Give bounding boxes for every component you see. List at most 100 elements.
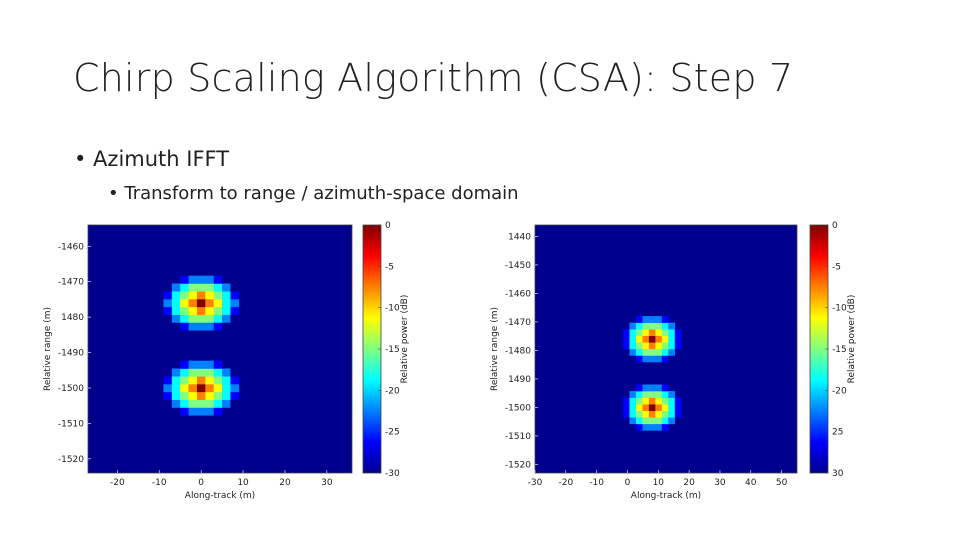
heatmap-cell	[655, 322, 663, 330]
heatmap-cell	[213, 306, 223, 315]
y-axis-label: Relative range (m)	[490, 307, 500, 391]
y-tick-label: 1480	[61, 313, 84, 323]
heatmap-cell	[230, 391, 240, 400]
colorbar-label: Relative power (dB)	[400, 295, 410, 384]
heatmap-cell	[205, 399, 215, 408]
heatmap-cell	[655, 404, 663, 412]
heatmap-cell	[623, 410, 630, 418]
heatmap-cell	[635, 410, 643, 418]
heatmap-cell	[629, 348, 637, 356]
heatmap-cell	[668, 322, 676, 330]
heatmap-cell	[648, 348, 656, 356]
plot-area	[88, 225, 352, 473]
heatmap-cell	[635, 342, 643, 350]
heatmap-cell	[205, 384, 215, 393]
heatmap-cell	[205, 314, 215, 323]
x-tick-label: -30	[528, 478, 543, 488]
heatmap-cell	[180, 275, 189, 284]
heatmap-cell	[163, 306, 173, 315]
heatmap-cell	[629, 329, 637, 337]
x-tick-label: 20	[683, 478, 695, 488]
heatmap-cell	[661, 397, 669, 405]
heatmap-cell	[230, 283, 240, 292]
heatmap-cell	[222, 306, 231, 315]
heatmap-cell	[648, 316, 656, 323]
heatmap-cell	[661, 348, 669, 356]
heatmap-cell	[642, 417, 650, 425]
heatmap-cell	[171, 299, 181, 308]
x-tick-label: 10	[237, 478, 249, 488]
heatmap-cell	[163, 299, 173, 308]
heatmap-cell	[205, 283, 215, 292]
heatmap-cell	[642, 384, 650, 392]
heatmap-cell	[171, 376, 181, 385]
heatmap-cell	[180, 376, 189, 385]
heatmap-cell	[661, 355, 669, 363]
colorbar-tick-label: -25	[385, 428, 400, 438]
heatmap-cell	[188, 314, 198, 323]
heatmap-cell	[623, 397, 630, 405]
x-tick-label: 50	[776, 478, 788, 488]
heatmap-cell	[188, 376, 198, 385]
heatmap-cell	[163, 384, 173, 393]
heatmap-cell	[642, 397, 650, 405]
heatmap-cell	[196, 283, 206, 292]
heatmap-cell	[180, 283, 189, 292]
heatmap-cell	[188, 399, 198, 408]
heatmap-cell	[196, 314, 206, 323]
colorbar-tick-label: 0	[385, 221, 391, 231]
heatmap-cell	[213, 322, 223, 331]
heatmap-cell	[180, 360, 189, 369]
heatmap-cell	[668, 329, 676, 337]
heatmap-cells	[163, 275, 240, 416]
x-tick-label: -20	[558, 478, 573, 488]
heatmap-cell	[188, 291, 198, 300]
heatmap-cell	[180, 384, 189, 393]
heatmap-cell	[205, 360, 215, 369]
heatmap-cell	[196, 322, 206, 331]
heatmap-right: -30 -20 -10 0 10 20 30 40 50 -1520 -1510 -1500 1490 -…	[490, 221, 857, 501]
heatmap-cell	[230, 399, 240, 408]
heatmap-cell	[648, 355, 656, 363]
heatmap-cell	[188, 407, 198, 416]
y-tick-label: -1520	[58, 455, 84, 465]
heatmap-cell	[213, 376, 223, 385]
heatmap-cell	[230, 376, 240, 385]
colorbar-tick-label: -5	[385, 262, 394, 272]
heatmap-cell	[661, 329, 669, 337]
heatmap-cell	[668, 404, 676, 412]
heatmap-cell	[196, 291, 206, 300]
heatmap-cell	[648, 397, 656, 405]
heatmap-cell	[171, 384, 181, 393]
heatmap-cell	[642, 316, 650, 323]
heatmap-cell	[623, 329, 630, 337]
heatmap-cell	[230, 314, 240, 323]
y-tick-label: 1440	[508, 232, 531, 242]
heatmap-cell	[635, 423, 643, 431]
heatmap-cell	[648, 329, 656, 337]
heatmap-cell	[648, 322, 656, 330]
heatmap-cell	[171, 291, 181, 300]
heatmap-cell	[655, 397, 663, 405]
heatmap-cell	[180, 291, 189, 300]
heatmap-cell	[629, 322, 637, 330]
colorbar-label: Relative power (dB)	[847, 295, 857, 384]
heatmap-cell	[635, 384, 643, 392]
heatmap-cell	[674, 342, 682, 350]
heatmap-cell	[655, 329, 663, 337]
heatmap-cell	[661, 384, 669, 392]
heatmap-cell	[213, 399, 223, 408]
heatmap-cell	[635, 322, 643, 330]
heatmap-cell	[623, 335, 630, 343]
heatmap-cell	[635, 348, 643, 356]
heatmap-cell	[668, 391, 676, 398]
heatmap-cell	[674, 397, 682, 405]
heatmap-cell	[196, 299, 206, 308]
heatmap-cell	[655, 342, 663, 350]
heatmap-cell	[629, 342, 637, 350]
colorbar-tick-label: -30	[385, 469, 400, 479]
heatmap-cell	[213, 283, 223, 292]
y-tick-label: -1470	[58, 278, 84, 288]
heatmap-cell	[171, 391, 181, 400]
y-tick-label: -1500	[58, 384, 84, 394]
